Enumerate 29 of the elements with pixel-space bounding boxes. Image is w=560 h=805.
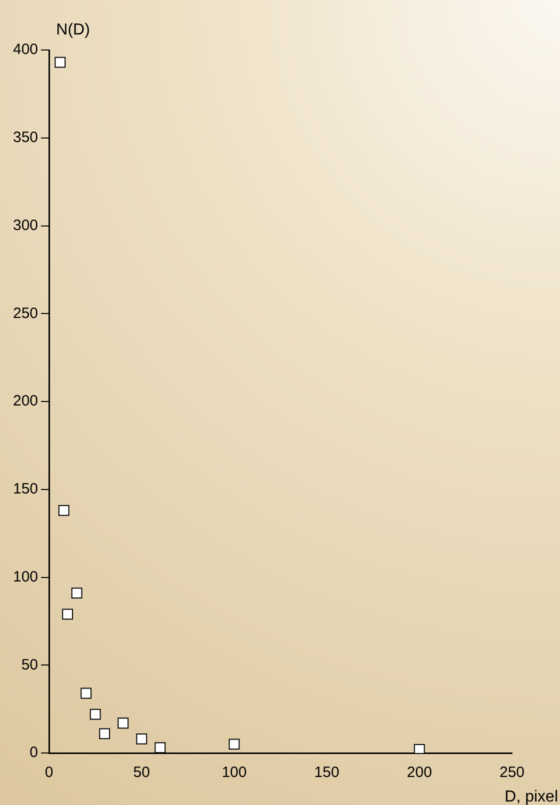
point [58,505,70,516]
y-tick-label: 0 [30,744,38,762]
y-axis-title: N(D) [56,21,90,38]
point [80,688,92,699]
point [54,56,66,68]
x-tick-label: 100 [222,764,247,782]
point [136,733,148,744]
y-tick-label: 300 [12,216,38,234]
point [99,728,110,740]
x-tick-label: 200 [406,764,432,782]
point [118,718,129,729]
point [90,708,101,720]
y-tick-label: 400 [12,41,38,58]
y-tick-label: 200 [12,392,38,410]
x-axis-title: D, pixel [504,788,558,805]
y-tick-label: 50 [21,656,38,674]
point [228,738,240,750]
point [154,742,166,753]
point [414,744,425,753]
point [62,608,73,620]
y-tick-label: 250 [12,304,38,322]
point [71,588,82,599]
x-tick-label: 150 [314,764,340,782]
y-tick-label: 150 [12,480,38,498]
x-tick-label: 250 [499,764,525,782]
y-tick-label: 100 [12,568,38,586]
x-tick-label: 50 [133,764,150,782]
y-tick-label: 350 [12,129,38,146]
x-tick-label: 0 [44,764,54,782]
